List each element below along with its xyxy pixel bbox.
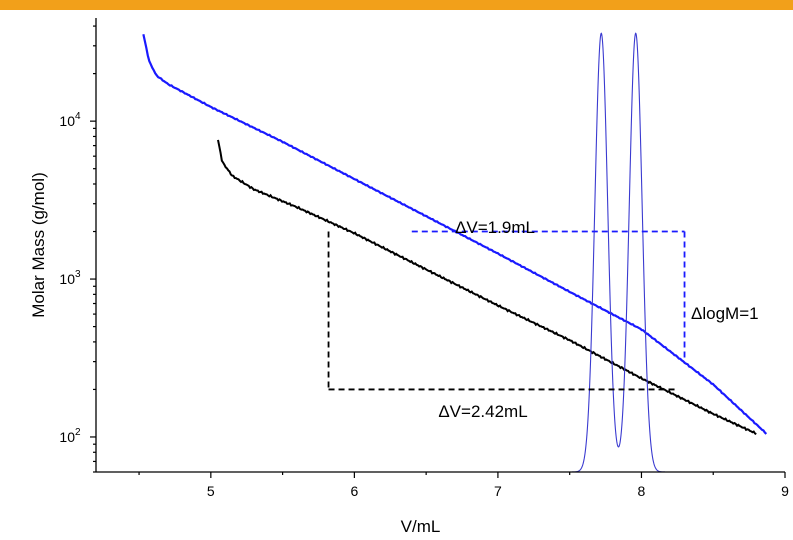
y-tick-exponent: 2 — [75, 427, 81, 438]
black-calibration-curve — [217, 139, 757, 435]
annotation-dv-blue: ΔV=1.9mL — [455, 218, 535, 237]
y-axis-title: Molar Mass (g/mol) — [29, 172, 48, 317]
y-tick-base: 10 — [59, 429, 75, 445]
accent-bar — [0, 0, 793, 10]
x-tick-label: 7 — [494, 483, 502, 499]
y-tick-label: 104 — [59, 111, 81, 129]
x-tick-label: 8 — [638, 483, 646, 499]
y-tick-label: 103 — [59, 269, 81, 287]
x-axis-title: V/mL — [401, 517, 441, 536]
y-tick-base: 10 — [59, 113, 75, 129]
x-tick-label: 9 — [781, 483, 789, 499]
y-tick-exponent: 4 — [75, 111, 81, 122]
annotation-dv-black: ΔV=2.42mL — [438, 402, 527, 421]
y-tick-exponent: 3 — [75, 269, 81, 280]
y-tick-label: 102 — [59, 427, 81, 445]
y-tick-base: 10 — [59, 271, 75, 287]
x-tick-label: 6 — [350, 483, 358, 499]
chromatogram-peaks — [540, 32, 692, 473]
x-tick-label: 5 — [207, 483, 215, 499]
annotation-dlogm: ΔlogM=1 — [691, 304, 759, 323]
